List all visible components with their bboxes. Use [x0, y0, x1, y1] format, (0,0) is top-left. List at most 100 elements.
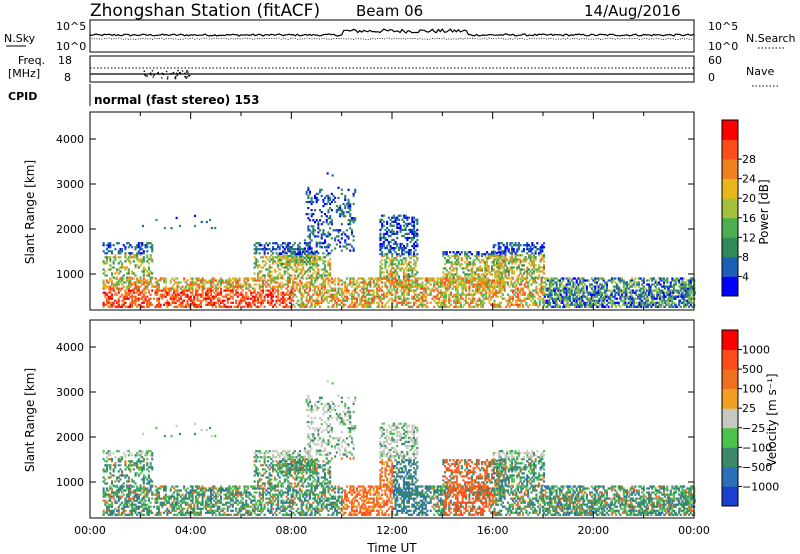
- range-cell: [434, 287, 437, 290]
- range-cell: [210, 303, 213, 306]
- range-cell: [448, 299, 451, 302]
- freq-label-line2: [MHz]: [8, 67, 40, 80]
- range-cell: [650, 291, 653, 294]
- range-cell: [543, 272, 546, 275]
- range-cell: [467, 273, 470, 276]
- range-cell: [225, 281, 228, 284]
- range-cell: [500, 301, 503, 304]
- range-cell: [663, 283, 666, 286]
- range-cell: [156, 281, 159, 284]
- range-cell: [585, 295, 588, 298]
- range-cell: [260, 256, 263, 259]
- range-cell: [469, 263, 472, 266]
- range-cell: [251, 287, 254, 290]
- range-cell: [579, 277, 582, 280]
- range-cell: [668, 291, 671, 294]
- range-cell: [344, 295, 347, 298]
- range-cell: [149, 246, 152, 249]
- range-cell: [379, 299, 382, 302]
- range-cell: [350, 291, 353, 294]
- range-cell: [119, 281, 122, 284]
- range-cell: [178, 285, 181, 288]
- range-cell: [117, 252, 120, 255]
- range-cell: [439, 301, 442, 304]
- range-cell: [277, 293, 280, 296]
- range-cell: [379, 245, 382, 248]
- range-cell: [235, 305, 238, 308]
- range-cell: [542, 285, 545, 288]
- range-cell: [558, 283, 561, 286]
- range-cell: [636, 281, 639, 284]
- range-cell: [522, 303, 525, 306]
- range-cell: [502, 285, 505, 288]
- range-cell: [531, 242, 534, 245]
- range-cell: [508, 305, 511, 308]
- range-cell: [610, 279, 613, 282]
- range-cell: [268, 270, 271, 273]
- range-cell: [320, 268, 323, 271]
- range-cell: [428, 293, 431, 296]
- range-cell: [216, 283, 219, 286]
- range-cell: [117, 297, 120, 300]
- range-cell: [511, 258, 514, 261]
- range-cell: [391, 297, 394, 300]
- range-cell: [216, 299, 219, 302]
- nave-dot: [161, 72, 164, 75]
- range-cell: [389, 224, 392, 227]
- range-cell: [511, 242, 514, 245]
- range-cell: [475, 289, 478, 292]
- range-cell: [414, 269, 417, 272]
- range-cell: [314, 291, 317, 294]
- range-cell: [347, 223, 350, 226]
- range-cell: [509, 260, 512, 263]
- range-cell: [522, 244, 525, 247]
- range-cell: [258, 283, 261, 286]
- range-cell: [502, 270, 505, 273]
- range-cell: [137, 287, 140, 290]
- range-cell: [136, 258, 139, 261]
- range-cell: [454, 255, 457, 258]
- range-cell: [558, 297, 561, 300]
- range-cell: [642, 279, 645, 282]
- range-cell: [334, 239, 337, 242]
- range-cell: [407, 261, 410, 264]
- range-cell: [512, 248, 515, 251]
- range-cell: [280, 293, 283, 296]
- range-cell: [543, 254, 546, 257]
- range-cell: [686, 301, 689, 304]
- range-cell: [213, 303, 216, 306]
- range-cell: [350, 219, 353, 222]
- range-cell: [515, 295, 518, 298]
- range-cell: [325, 249, 328, 252]
- range-cell: [488, 287, 491, 290]
- range-cell: [658, 289, 661, 292]
- range-cell: [121, 276, 124, 279]
- range-cell: [184, 281, 187, 284]
- range-cell: [132, 295, 135, 298]
- range-cell: [492, 264, 495, 267]
- range-cell: [325, 277, 328, 280]
- range-cell: [538, 295, 541, 298]
- range-cell: [193, 301, 196, 304]
- range-cell: [535, 289, 538, 292]
- range-cell: [511, 270, 514, 273]
- range-cell: [372, 295, 375, 298]
- range-cell: [541, 246, 544, 249]
- range-cell: [397, 214, 400, 217]
- range-cell: [442, 267, 445, 270]
- range-cell: [418, 305, 421, 308]
- range-cell: [396, 267, 399, 270]
- range-cell: [654, 281, 657, 284]
- range-cell: [444, 295, 447, 298]
- range-cell: [465, 281, 468, 284]
- range-cell: [147, 242, 150, 245]
- range-cell: [579, 289, 582, 292]
- range-cell: [592, 279, 595, 282]
- range-cell: [421, 281, 424, 284]
- range-cell: [141, 260, 144, 263]
- range-cell: [486, 279, 489, 282]
- range-cell: [548, 303, 551, 306]
- range-cell: [104, 256, 107, 259]
- range-cell: [617, 279, 620, 282]
- range-cell: [339, 213, 342, 216]
